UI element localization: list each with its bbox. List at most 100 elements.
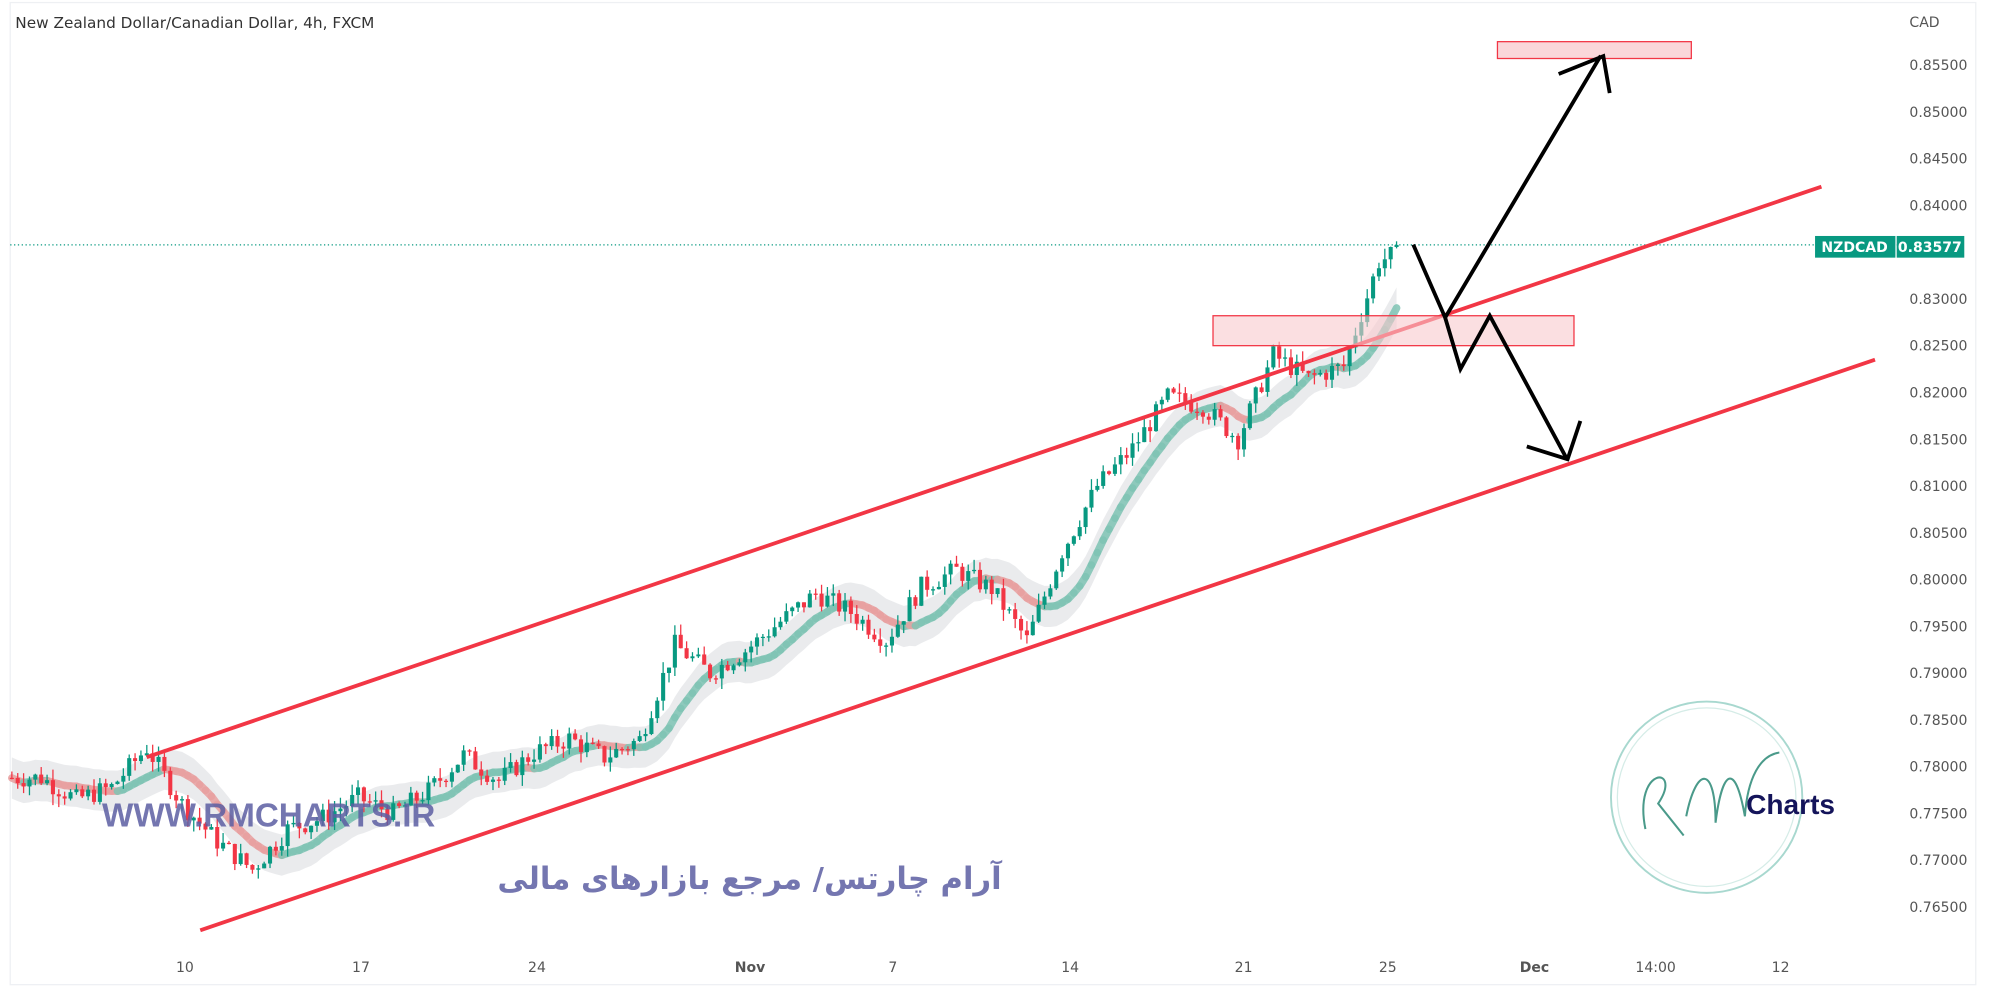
candle-body — [1230, 435, 1235, 438]
candle-body — [291, 822, 296, 825]
candle-body — [232, 843, 237, 865]
candle-body — [1365, 298, 1370, 323]
candle-body — [21, 783, 26, 787]
candle-body — [643, 733, 648, 737]
candle-body — [696, 654, 701, 657]
candle-body — [1259, 387, 1264, 392]
candle-body — [50, 780, 55, 795]
candle-body — [831, 593, 836, 596]
candle-body — [338, 808, 343, 812]
candle-body — [954, 563, 959, 567]
time-tick: Nov — [735, 960, 766, 976]
candle-body — [889, 636, 895, 646]
candle-body — [1071, 536, 1076, 544]
candle-body — [960, 566, 965, 581]
price-tick: 0.79000 — [1909, 666, 1967, 682]
candle-body — [326, 809, 331, 823]
candle-body — [455, 764, 460, 773]
candle-body — [191, 817, 196, 821]
candle-body — [279, 846, 284, 851]
time-axis[interactable]: 10 17 24 Nov 7 14 21 25 Dec 14:00 12 — [176, 960, 1790, 976]
drawings[interactable] — [146, 41, 1876, 933]
candle-body — [9, 777, 14, 780]
price-tick: 0.84000 — [1909, 198, 1967, 214]
candle-body — [1294, 361, 1299, 375]
candle-body — [1312, 373, 1317, 375]
candle-body — [807, 593, 812, 608]
candle-body — [614, 748, 619, 758]
candle-body — [514, 762, 519, 776]
channel-lower-line[interactable] — [199, 357, 1876, 933]
price-tick: 0.85500 — [1909, 58, 1967, 74]
candle-body — [39, 774, 44, 784]
candle-body — [1388, 246, 1393, 260]
candle-body — [1247, 403, 1252, 429]
candle-body — [309, 825, 314, 833]
candle-body — [966, 571, 971, 581]
price-tick: 0.79500 — [1909, 619, 1967, 635]
candle-body — [1101, 471, 1106, 486]
resistance-zone[interactable] — [1212, 315, 1575, 347]
target-zone[interactable] — [1496, 41, 1692, 60]
candle-body — [109, 784, 114, 788]
arrowhead-icon — [1557, 53, 1612, 94]
candle-body — [919, 576, 924, 606]
candles — [9, 241, 1399, 879]
candle-body — [1376, 268, 1381, 277]
candle-body — [537, 744, 542, 760]
candle-body — [438, 778, 443, 781]
candle-body — [461, 750, 466, 765]
channel-upper-line[interactable] — [146, 184, 1823, 760]
price-badge — [1896, 235, 1965, 258]
candle-body — [1054, 571, 1059, 589]
candle-body — [907, 597, 912, 622]
bearish-scenario-arrow[interactable] — [1443, 311, 1569, 459]
candle-body — [1253, 387, 1258, 404]
candle-body — [661, 672, 666, 701]
candle-body — [144, 753, 149, 756]
candle-body — [702, 654, 707, 665]
time-tick: 25 — [1379, 960, 1397, 976]
candle-body — [1183, 393, 1188, 403]
candle-body — [426, 782, 431, 801]
candle-body — [1277, 346, 1282, 359]
candle-body — [473, 751, 478, 770]
candle-body — [866, 619, 871, 635]
candle-body — [584, 742, 589, 753]
candle-body — [138, 755, 143, 762]
candle-body — [1236, 435, 1241, 450]
candle-body — [1042, 596, 1047, 605]
candle-body — [226, 842, 231, 845]
candle-body — [895, 624, 900, 637]
candle-body — [508, 762, 513, 768]
candle-body — [479, 769, 484, 776]
candle-body — [97, 783, 102, 802]
candle-body — [1171, 388, 1176, 393]
candle-body — [221, 842, 226, 849]
price-axis[interactable]: CAD 0.85500 0.85000 0.84500 0.84000 0.83000 0… — [1909, 15, 1967, 916]
candle-body — [948, 563, 953, 575]
candle-body — [168, 770, 173, 796]
time-tick: 14:00 — [1635, 960, 1675, 976]
candle-body — [45, 780, 50, 784]
candle-body — [602, 746, 607, 763]
candle-body — [1394, 244, 1399, 247]
candle-body — [320, 809, 325, 822]
candle-body — [1324, 372, 1329, 380]
candle-body — [1107, 471, 1112, 474]
candle-body — [203, 823, 208, 830]
candle-body — [532, 759, 537, 762]
candle-body — [596, 743, 601, 747]
candle-body — [262, 863, 267, 869]
time-tick: 10 — [176, 960, 194, 976]
candle-body — [215, 827, 220, 849]
candle-body — [549, 736, 554, 747]
candle-body — [80, 789, 85, 797]
candle-body — [901, 621, 906, 625]
candle-body — [1371, 276, 1376, 299]
candle-body — [74, 789, 79, 793]
price-tick: 0.78000 — [1909, 760, 1967, 776]
candle-body — [314, 821, 320, 826]
candle-body — [502, 767, 507, 781]
